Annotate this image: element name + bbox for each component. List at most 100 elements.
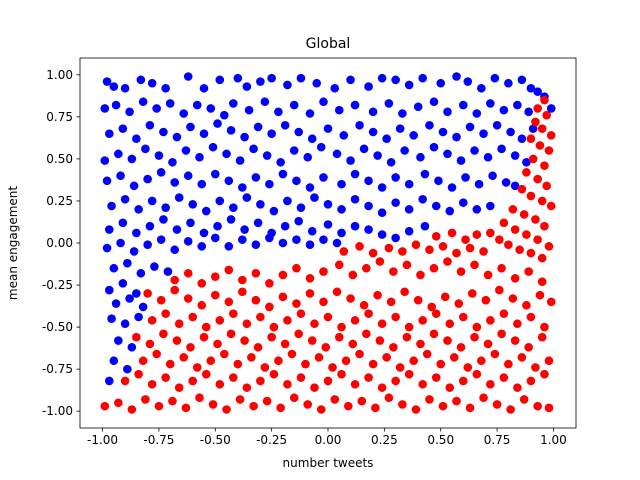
scatter-point-series2 — [479, 247, 488, 256]
scatter-point-series2 — [531, 363, 540, 372]
scatter-point-series1 — [118, 218, 128, 228]
scatter-point-series2 — [481, 295, 491, 305]
scatter-point-series1 — [323, 220, 333, 229]
scatter-point-series1 — [513, 100, 522, 110]
scatter-point-series2 — [364, 373, 373, 382]
scatter-point-series1 — [120, 319, 130, 329]
scatter-point-series1 — [183, 72, 193, 81]
scatter-point-series2 — [307, 336, 317, 345]
scatter-point-series2 — [143, 289, 152, 298]
scatter-point-series1 — [395, 124, 405, 133]
scatter-point-series1 — [208, 142, 218, 152]
scatter-point-series2 — [334, 260, 344, 270]
scatter-point-series1 — [292, 235, 301, 244]
scatter-point-series2 — [188, 376, 198, 386]
scatter-point-series2 — [296, 373, 306, 382]
scatter-point-series2 — [463, 363, 473, 372]
scatter-point-series2 — [181, 403, 191, 413]
scatter-point-series1 — [364, 201, 373, 211]
scatter-point-series2 — [240, 336, 249, 345]
scatter-point-series1 — [159, 215, 168, 224]
scatter-point-series2 — [533, 104, 542, 113]
scatter-point-series2 — [472, 322, 482, 332]
scatter-point-series2 — [540, 161, 549, 170]
scatter-point-series1 — [238, 235, 247, 244]
scatter-point-series2 — [422, 349, 432, 359]
scatter-point-series1 — [350, 169, 360, 179]
scatter-point-series2 — [321, 342, 331, 352]
scatter-point-series2 — [197, 279, 207, 288]
scatter-point-series1 — [346, 75, 355, 85]
scatter-point-series1 — [443, 107, 452, 117]
scatter-point-series2 — [179, 353, 189, 362]
scatter-point-series2 — [247, 353, 256, 362]
scatter-point-series2 — [152, 349, 161, 359]
scatter-point-series1 — [132, 134, 141, 144]
scatter-point-series1 — [404, 226, 414, 236]
scatter-point-series2 — [411, 240, 421, 249]
scatter-point-series1 — [163, 267, 173, 276]
scatter-point-series2 — [319, 297, 328, 307]
x-tick-label: -0.75 — [143, 433, 174, 447]
scatter-point-series2 — [375, 336, 385, 345]
scatter-point-series2 — [524, 267, 533, 276]
y-tick-label: -0.50 — [42, 320, 73, 334]
scatter-point-series1 — [528, 124, 538, 133]
scatter-point-series1 — [488, 171, 497, 181]
scatter-point-series2 — [371, 403, 380, 413]
scatter-point-series1 — [141, 144, 150, 154]
scatter-point-series2 — [540, 369, 549, 379]
scatter-point-series1 — [355, 120, 364, 130]
scatter-point-series2 — [357, 396, 367, 406]
scatter-point-series1 — [188, 200, 198, 209]
y-tick-label: -0.75 — [42, 362, 73, 376]
scatter-point-series2 — [229, 309, 238, 318]
scatter-point-series1 — [199, 129, 209, 138]
scatter-point-series1 — [186, 122, 195, 132]
scatter-point-series2 — [443, 257, 452, 266]
scatter-point-series2 — [238, 287, 247, 297]
scatter-point-series1 — [147, 196, 157, 206]
scatter-point-series2 — [546, 297, 556, 307]
scatter-point-series2 — [418, 379, 427, 389]
scatter-point-series1 — [210, 233, 220, 243]
scatter-point-series2 — [373, 290, 382, 300]
scatter-point-series2 — [517, 353, 527, 362]
scatter-point-series1 — [409, 131, 418, 140]
scatter-point-series2 — [156, 295, 166, 305]
scatter-point-series1 — [123, 258, 132, 268]
scatter-point-series2 — [504, 359, 513, 369]
scatter-point-series2 — [389, 267, 398, 276]
scatter-point-series1 — [222, 149, 231, 159]
scatter-point-series2 — [542, 110, 551, 120]
scatter-point-series2 — [497, 263, 506, 273]
scatter-point-series1 — [425, 120, 434, 130]
scatter-point-series1 — [125, 294, 134, 303]
scatter-point-series2 — [267, 332, 276, 342]
scatter-point-series1 — [172, 225, 182, 234]
scatter-point-series2 — [510, 274, 520, 283]
scatter-point-series2 — [332, 287, 342, 297]
scatter-point-series2 — [519, 395, 529, 404]
scatter-point-series2 — [260, 363, 270, 372]
scatter-point-series1 — [332, 149, 342, 159]
scatter-point-series1 — [186, 218, 195, 228]
scatter-point-series1 — [434, 176, 443, 186]
scatter-point-series2 — [242, 383, 252, 392]
scatter-point-series2 — [431, 231, 441, 241]
scatter-point-series2 — [289, 393, 299, 403]
scatter-point-series2 — [540, 221, 549, 231]
scatter-point-series1 — [226, 215, 236, 224]
scatter-point-series2 — [526, 191, 536, 201]
scatter-point-series2 — [303, 400, 313, 409]
y-tick-label: -0.25 — [42, 278, 73, 292]
y-tick-label: -1.00 — [42, 404, 73, 418]
scatter-point-series2 — [418, 316, 427, 325]
scatter-point-series2 — [425, 395, 434, 404]
scatter-point-series1 — [474, 179, 484, 189]
scatter-point-series1 — [492, 120, 502, 130]
scatter-point-series1 — [249, 144, 258, 154]
scatter-point-series1 — [102, 176, 112, 186]
scatter-point-series1 — [472, 205, 482, 214]
scatter-point-series1 — [400, 146, 409, 155]
